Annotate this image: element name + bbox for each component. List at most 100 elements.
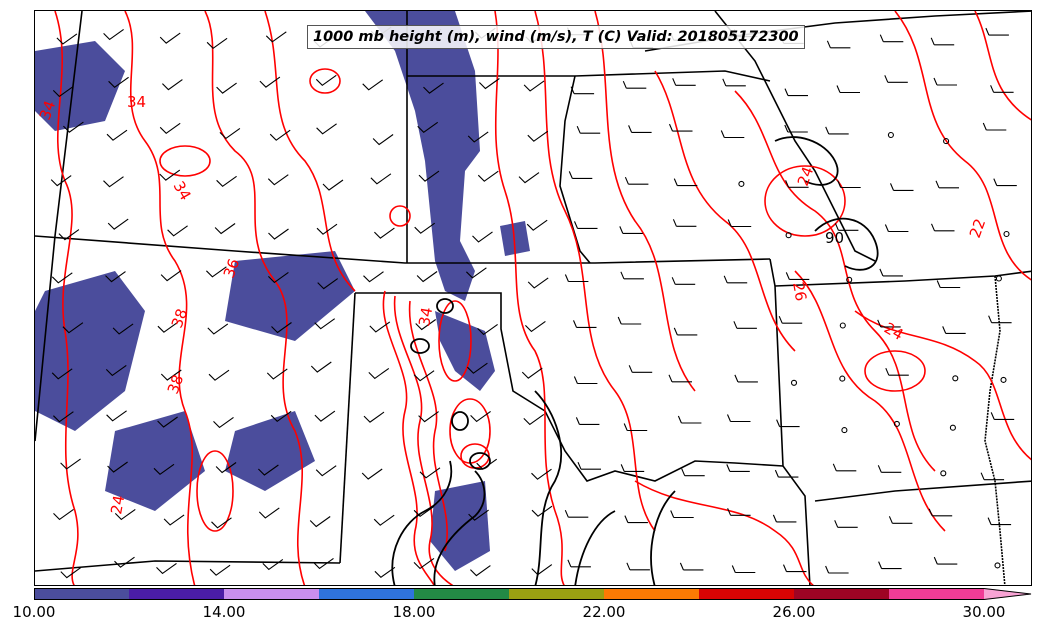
wind-barb-icon <box>677 415 702 424</box>
wind-barb-icon <box>467 131 489 143</box>
wind-barb-icon <box>159 169 181 181</box>
colorbar-segment <box>509 588 605 600</box>
shade-plume-north <box>365 11 480 301</box>
wind-barb-icon <box>531 564 553 576</box>
wind-barb-icon <box>622 80 647 89</box>
t-contour-14 <box>894 11 1031 281</box>
wind-barb-icon <box>731 565 756 574</box>
wind-barb-icon <box>159 122 181 135</box>
wind-barb-icon <box>60 458 81 470</box>
wind-barb-icon <box>163 514 185 526</box>
wind-barb-icon <box>523 80 545 92</box>
wind-barb-icon <box>153 463 175 476</box>
wind-barb-icon <box>413 505 435 518</box>
contour-label: 38 <box>168 306 191 330</box>
wind-barb-icon <box>322 179 344 191</box>
wind-barb-icon <box>567 559 591 568</box>
wind-barb-icon <box>314 410 336 422</box>
wind-barb-icon <box>363 411 385 423</box>
wind-barb-icon <box>162 79 183 91</box>
wind-barb-icon <box>479 78 500 90</box>
wind-barb-icon <box>670 510 694 519</box>
temperature-contours <box>54 11 1031 585</box>
wind-barb-icon <box>363 271 384 283</box>
contour-label: 36 <box>220 256 243 280</box>
h-contour-3 <box>534 390 562 585</box>
boundary-east-2 <box>559 75 591 264</box>
wind-barb-icon <box>527 277 549 289</box>
wind-barb-icon <box>51 368 73 380</box>
wind-barb-icon <box>681 468 705 477</box>
calm-wind-icon <box>940 470 947 477</box>
wind-barb-icon <box>928 508 953 517</box>
wind-barb-icon <box>782 564 807 573</box>
h-contour-2 <box>433 470 486 585</box>
wind-barb-icon <box>575 417 600 425</box>
t-closed-1 <box>438 300 472 382</box>
wind-barb-icon <box>369 321 391 333</box>
wind-barb-icon <box>776 419 800 428</box>
colorbar-outline <box>34 588 1032 600</box>
colorbar-tick-label: 26.00 <box>772 603 816 621</box>
wind-barb-icon <box>573 376 598 385</box>
boundary-northeast <box>714 11 876 262</box>
calm-wind-icon <box>839 322 846 329</box>
wind-barb-icon <box>271 322 292 334</box>
wind-barb-icon <box>268 271 289 284</box>
wind-barb-icon <box>834 223 859 231</box>
wind-barb-icon <box>265 31 287 43</box>
wind-barb-icon <box>418 411 439 423</box>
wind-barb-icon <box>942 326 966 334</box>
wind-barb-icon <box>418 170 440 182</box>
wind-barb-icon <box>576 125 601 134</box>
wind-barb-icon <box>573 221 598 229</box>
wind-barb-icon <box>570 86 595 95</box>
wind-barb-icon <box>206 37 228 50</box>
wind-barb-icon <box>317 278 339 290</box>
wind-barb-icon <box>734 374 758 383</box>
wind-barb-icon <box>269 129 291 141</box>
wind-barb-icon <box>723 275 748 284</box>
wind-barb-icon <box>51 272 73 284</box>
wind-barb-icon <box>722 78 746 87</box>
wind-barb-icon <box>720 130 745 139</box>
colorbar-tick-label: 18.00 <box>392 603 436 621</box>
wind-barb-icon <box>624 176 649 185</box>
wind-barb-icon <box>564 274 589 283</box>
wind-barb-icon <box>936 280 961 289</box>
colorbar-tick-label: 22.00 <box>582 603 626 621</box>
wind-barb-icon <box>623 423 648 432</box>
wind-barb-icon <box>213 416 234 429</box>
colorbar-segment <box>604 588 700 600</box>
t-contour-12 <box>734 90 936 472</box>
colorbar-tick-label: 30.00 <box>962 603 1006 621</box>
h-closed-4 <box>451 411 469 431</box>
wind-barb-icon <box>108 76 129 89</box>
boundary-east-1 <box>407 70 771 82</box>
wind-barb-icon <box>374 227 395 239</box>
wind-barb-icon <box>628 365 653 373</box>
wind-barb-icon <box>531 468 552 480</box>
calm-wind-icon <box>994 562 1001 569</box>
wind-barb-icon <box>156 562 177 575</box>
t-closed-5 <box>864 350 926 392</box>
t-closed-9 <box>389 205 411 227</box>
map-panel: 34 34 34 36 38 38 34 24 26 22 24 90 24 1… <box>34 10 1032 586</box>
wind-barb-icon <box>679 562 704 571</box>
wind-barb-icon <box>733 321 757 329</box>
contour-label: 22 <box>966 216 989 240</box>
boundary-vertical-3 <box>339 292 356 564</box>
wind-barb-icon <box>477 170 499 182</box>
wind-barb-icon <box>63 121 84 133</box>
wind-barb-icon <box>313 557 334 570</box>
wind-barb-icon <box>785 180 809 188</box>
colorbar-segment <box>224 588 320 600</box>
wind-barb-icon <box>527 130 549 142</box>
calm-wind-icon <box>785 232 792 239</box>
t-closed-6 <box>159 145 211 177</box>
t-contour-5 <box>382 290 435 585</box>
calm-wind-icon <box>952 375 959 382</box>
wind-barb-icon <box>315 74 337 87</box>
wind-barb-icon <box>270 410 292 423</box>
boundary-east-4 <box>774 270 1031 287</box>
